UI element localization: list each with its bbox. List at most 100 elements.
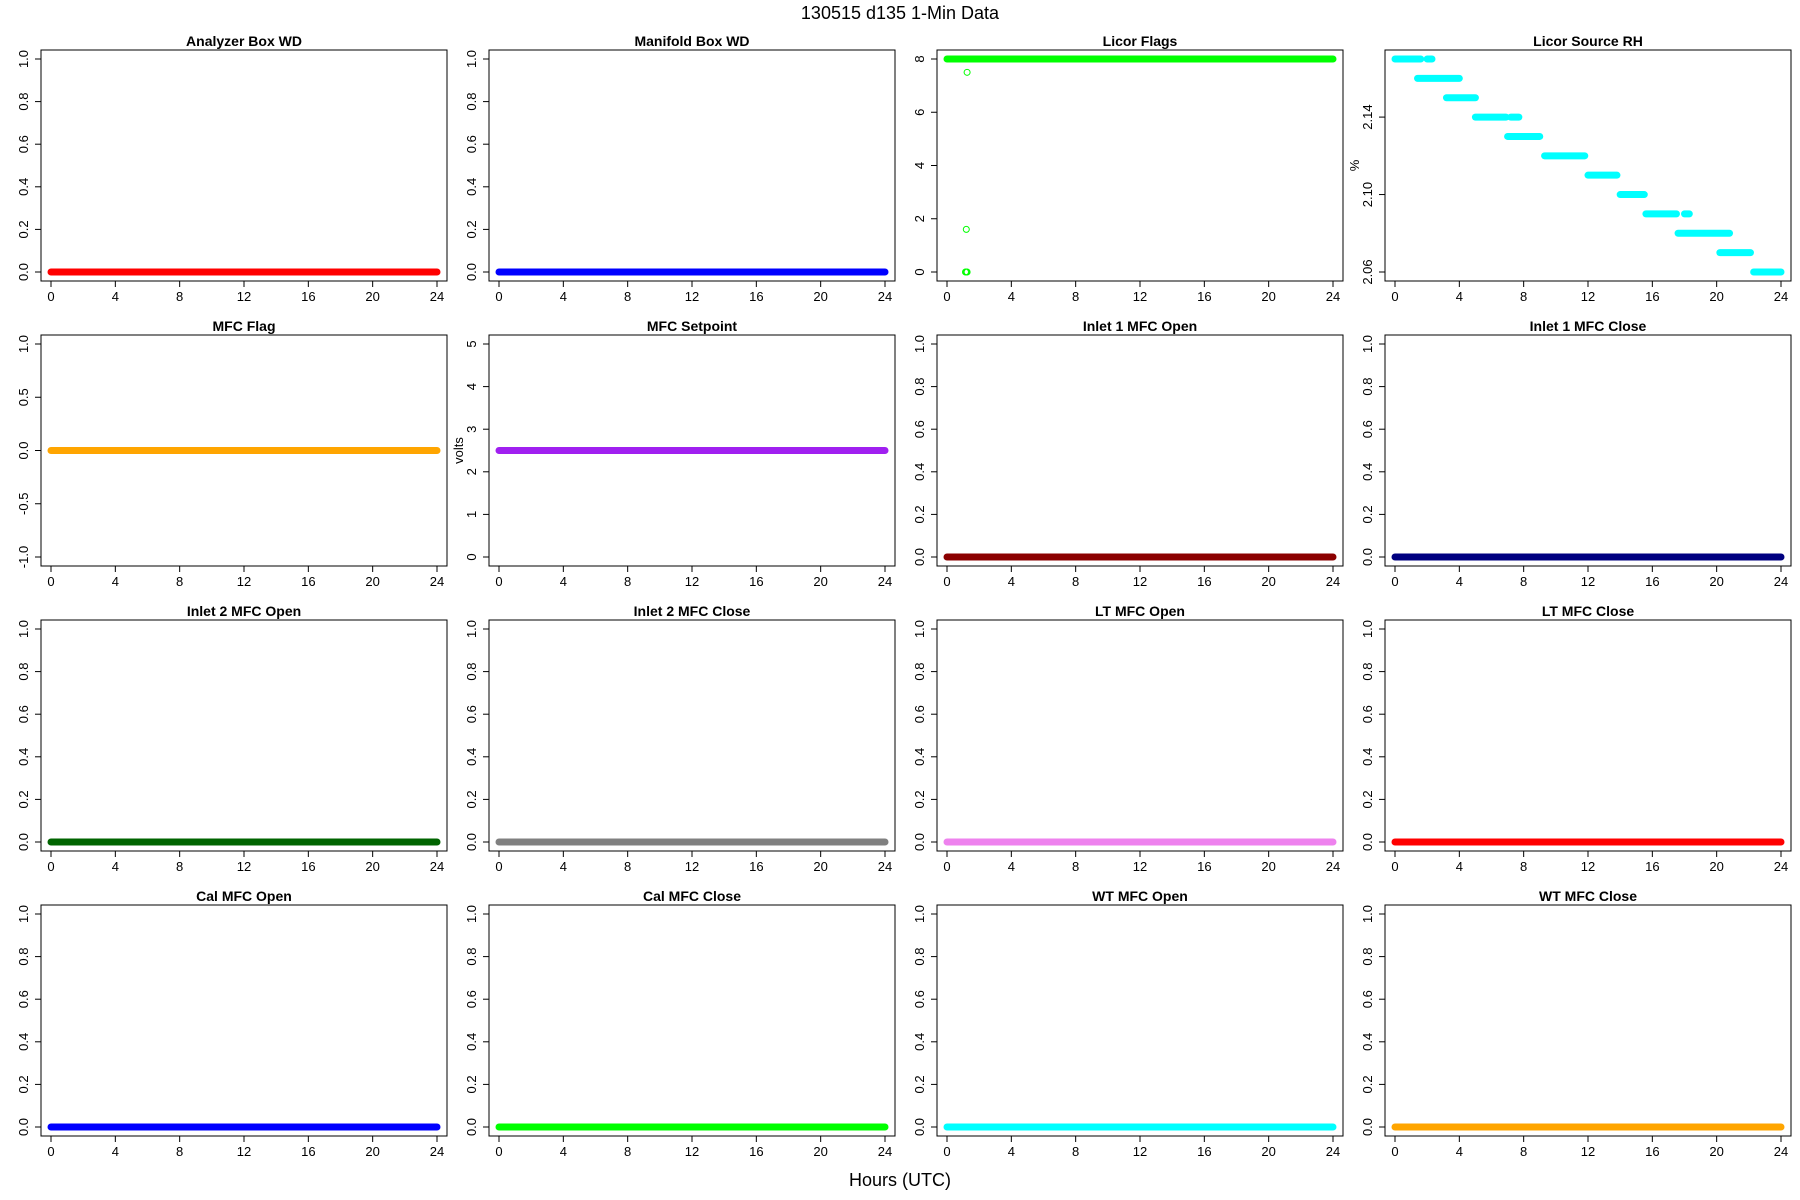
y-tick-label: 0.0	[16, 833, 31, 851]
y-tick-label: 2.14	[1360, 104, 1375, 129]
x-tick-label: 4	[112, 1144, 119, 1159]
panel-3: Licor Source RH 0 4 8 12 16 20 24 2.06 2.10 2.14%	[1347, 33, 1792, 304]
x-tick-label: 12	[1581, 289, 1595, 304]
x-tick-label: 0	[495, 859, 502, 874]
x-tick-label: 20	[813, 1144, 827, 1159]
panel-title: Inlet 2 MFC Close	[634, 603, 751, 619]
x-tick-label: 8	[1520, 574, 1527, 589]
y-tick-label: 0.2	[16, 790, 31, 808]
panel-14: WT MFC Open 0 4 8 12 16 20 24 0.0 0.2 0.4 0.6 0.8 1.0	[912, 888, 1344, 1159]
panel-4: MFC Flag 0 4 8 12 16 20 24 -1.0 -0.5 0.0 0.5 1.0	[16, 318, 448, 589]
panel-title: WT MFC Close	[1539, 888, 1637, 904]
y-tick-label: 0.8	[1360, 663, 1375, 681]
x-tick-label: 4	[560, 289, 567, 304]
panel-title: Cal MFC Close	[643, 888, 741, 904]
y-tick-label: 1.0	[464, 50, 479, 68]
x-tick-label: 24	[1774, 859, 1788, 874]
panel-title: Licor Source RH	[1533, 33, 1643, 49]
x-tick-label: 24	[1774, 574, 1788, 589]
y-tick-label: 5	[464, 340, 479, 347]
y-tick-label: 0.0	[464, 1118, 479, 1136]
x-tick-label: 0	[47, 1144, 54, 1159]
x-tick-label: 8	[176, 289, 183, 304]
x-tick-label: 0	[47, 574, 54, 589]
x-tick-label: 8	[1520, 289, 1527, 304]
panel-title: LT MFC Close	[1542, 603, 1635, 619]
plot-frame	[936, 334, 1344, 567]
y-tick-label: 0.2	[464, 220, 479, 238]
y-tick-label: 0.6	[912, 705, 927, 723]
plot-frame	[936, 49, 1344, 282]
x-tick-label: 12	[237, 859, 251, 874]
x-tick-label: 20	[1709, 574, 1723, 589]
x-tick-label: 4	[1008, 859, 1015, 874]
x-tick-label: 8	[1072, 574, 1079, 589]
x-tick-label: 16	[749, 1144, 763, 1159]
y-tick-label: -0.5	[16, 493, 31, 515]
x-tick-label: 8	[624, 859, 631, 874]
x-tick-label: 16	[1645, 859, 1659, 874]
x-tick-label: 20	[365, 859, 379, 874]
plot-frame	[1384, 334, 1792, 567]
x-tick-label: 12	[685, 859, 699, 874]
x-tick-label: 0	[943, 859, 950, 874]
panel-7: Inlet 1 MFC Close 0 4 8 12 16 20 24 0.0 0.2 0.4 0.6…	[1360, 318, 1792, 589]
y-tick-label: 0.0	[16, 441, 31, 459]
panel-title: Inlet 1 MFC Close	[1530, 318, 1647, 334]
x-tick-label: 8	[1072, 1144, 1079, 1159]
y-tick-label: 0.4	[464, 1033, 479, 1051]
x-tick-label: 8	[624, 289, 631, 304]
x-tick-label: 20	[365, 289, 379, 304]
x-tick-label: 16	[1197, 574, 1211, 589]
y-tick-label: 0.2	[912, 790, 927, 808]
plot-frame	[488, 619, 896, 852]
x-tick-label: 24	[1326, 859, 1340, 874]
x-tick-label: 24	[430, 574, 444, 589]
y-tick-label: 0.2	[16, 220, 31, 238]
panel-title: Analyzer Box WD	[186, 33, 302, 49]
x-tick-label: 4	[1456, 1144, 1463, 1159]
x-tick-label: 16	[749, 574, 763, 589]
x-tick-label: 12	[1133, 574, 1147, 589]
y-tick-label: 0.2	[1360, 505, 1375, 523]
x-tick-label: 16	[1197, 1144, 1211, 1159]
y-tick-label: 0.0	[1360, 548, 1375, 566]
plot-frame	[1384, 49, 1792, 282]
y-tick-label: 0.2	[464, 790, 479, 808]
y-tick-label: 0.0	[464, 833, 479, 851]
y-tick-label: 4	[912, 162, 927, 169]
data-point	[963, 268, 971, 276]
y-tick-label: 2	[464, 468, 479, 475]
y-tick-label: 1.0	[464, 620, 479, 638]
y-tick-label: 0.5	[16, 388, 31, 406]
y-tick-label: 0	[912, 268, 927, 275]
x-tick-label: 24	[430, 1144, 444, 1159]
panel-6: Inlet 1 MFC Open 0 4 8 12 16 20 24 0.0 0.2 0.4 0.6 0…	[912, 318, 1344, 589]
y-tick-label: 0.8	[464, 93, 479, 111]
y-tick-label: 0.4	[1360, 463, 1375, 481]
panel-title: Inlet 2 MFC Open	[187, 603, 301, 619]
y-tick-label: 3	[464, 426, 479, 433]
x-tick-label: 0	[1391, 289, 1398, 304]
x-tick-label: 16	[301, 1144, 315, 1159]
panel-10: LT MFC Open 0 4 8 12 16 20 24 0.0 0.2 0.4 0.6 0.8 1.0	[912, 603, 1344, 874]
x-tick-label: 12	[237, 1144, 251, 1159]
x-tick-label: 12	[1581, 574, 1595, 589]
x-tick-label: 0	[943, 574, 950, 589]
y-tick-label: 0.4	[16, 178, 31, 196]
y-tick-label: 2.10	[1360, 182, 1375, 207]
y-tick-label: 2.06	[1360, 259, 1375, 284]
x-tick-label: 16	[301, 859, 315, 874]
x-tick-label: 24	[1326, 574, 1340, 589]
panel-0: Analyzer Box WD 0 4 8 12 16 20 24 0.0 0.2 0.4 0.6 0.…	[16, 33, 448, 304]
y-tick-label: 1.0	[1360, 905, 1375, 923]
y-tick-label: 1.0	[16, 335, 31, 353]
x-tick-label: 16	[749, 859, 763, 874]
y-tick-label: 0.4	[912, 1033, 927, 1051]
x-tick-label: 24	[1326, 1144, 1340, 1159]
y-tick-label: 0.4	[1360, 748, 1375, 766]
y-tick-label: 0.2	[912, 505, 927, 523]
x-tick-label: 4	[560, 1144, 567, 1159]
x-tick-label: 16	[1645, 289, 1659, 304]
